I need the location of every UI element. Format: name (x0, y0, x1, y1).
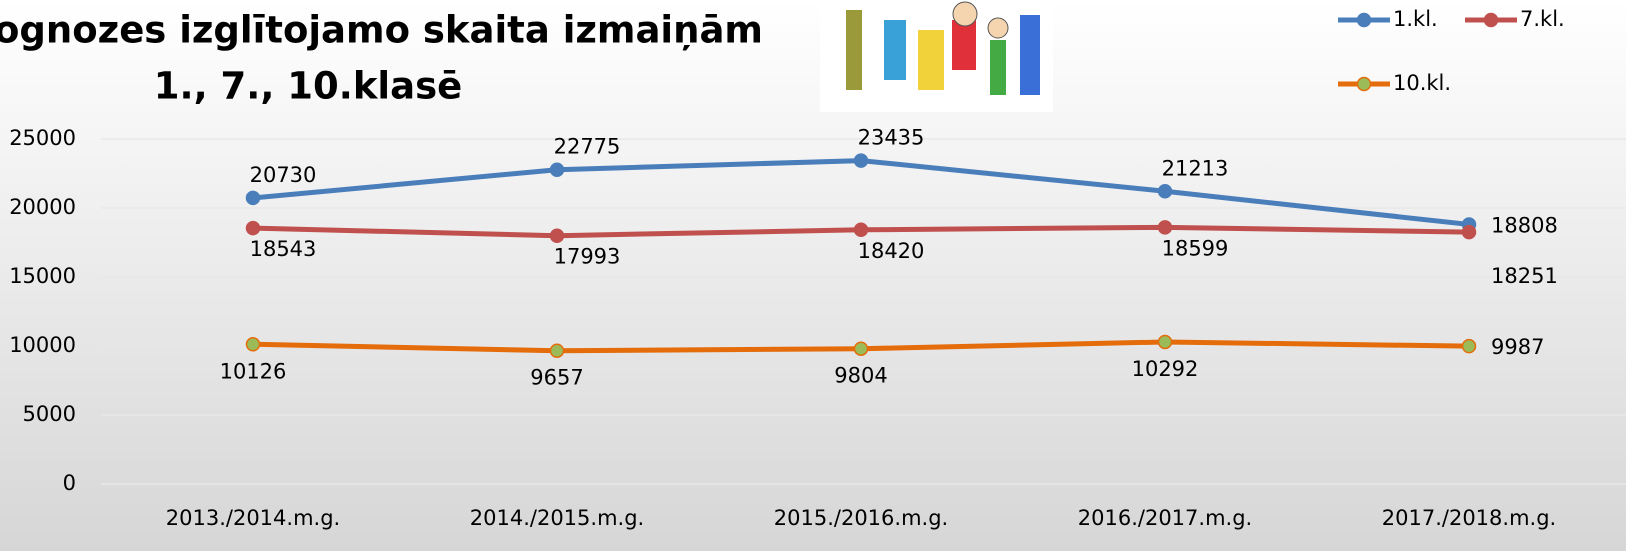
data-label: 9987 (1491, 335, 1544, 359)
y-tick-label: 25000 (9, 126, 76, 150)
data-label: 23435 (858, 126, 925, 150)
marker (551, 344, 564, 357)
data-label: 10292 (1132, 357, 1199, 381)
x-tick-label: 2016./2017.m.g. (1078, 506, 1252, 530)
marker (247, 222, 260, 235)
data-label: 20730 (250, 163, 317, 187)
marker (1159, 185, 1172, 198)
x-tick-label: 2017./2018.m.g. (1382, 506, 1556, 530)
data-label: 17993 (554, 245, 621, 269)
marker (1463, 340, 1476, 353)
data-label: 9657 (530, 366, 583, 390)
data-label: 9804 (834, 364, 887, 388)
chart-title: ognozes izglītojamo skaita izmaiņām (0, 9, 763, 52)
marker (551, 229, 564, 242)
marker (247, 191, 260, 204)
marker (855, 154, 868, 167)
y-tick-label: 0 (63, 471, 76, 495)
marker (1159, 335, 1172, 348)
x-tick-label: 2014./2015.m.g. (470, 506, 644, 530)
legend-marker (1485, 14, 1498, 27)
marker (551, 163, 564, 176)
data-label: 18808 (1491, 213, 1558, 237)
y-tick-label: 10000 (9, 333, 76, 357)
y-tick-label: 20000 (9, 195, 76, 219)
marker (855, 342, 868, 355)
x-tick-label: 2013./2014.m.g. (166, 506, 340, 530)
data-label: 18599 (1162, 236, 1229, 260)
marker (855, 223, 868, 236)
data-label: 10126 (220, 359, 287, 383)
page: {"chart_data": {"type": "line", "title":… (0, 0, 1626, 551)
data-label: 18420 (858, 239, 925, 263)
legend-marker (1358, 14, 1371, 27)
illustration (820, 0, 1053, 112)
legend-label: 7.kl. (1520, 7, 1565, 31)
y-tick-label: 15000 (9, 264, 76, 288)
legend-label: 1.kl. (1393, 7, 1438, 31)
marker (1463, 226, 1476, 239)
legend-label: 10.kl. (1393, 71, 1451, 95)
chart-title: 1., 7., 10.klasē (154, 65, 462, 108)
chart: ognozes izglītojamo skaita izmaiņām 1., … (0, 0, 1626, 551)
x-tick-label: 2015./2016.m.g. (774, 506, 948, 530)
marker (1159, 221, 1172, 234)
data-label: 22775 (554, 135, 621, 159)
marker (247, 338, 260, 351)
data-label: 18251 (1491, 264, 1558, 288)
data-label: 18543 (250, 237, 317, 261)
y-tick-label: 5000 (23, 402, 76, 426)
data-label: 21213 (1162, 156, 1229, 180)
legend-marker (1358, 78, 1371, 91)
